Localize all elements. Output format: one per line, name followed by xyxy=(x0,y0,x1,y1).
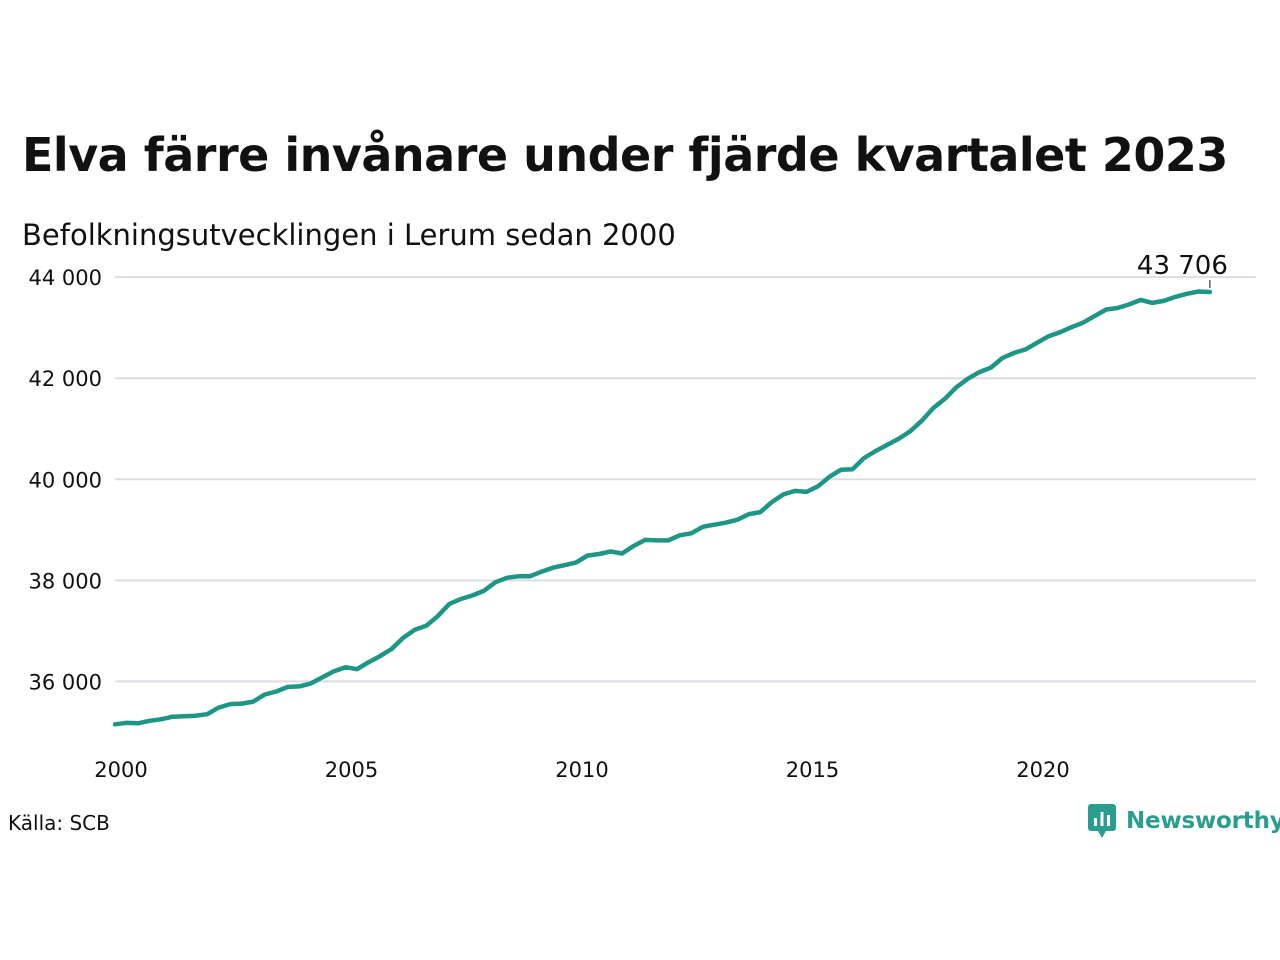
x-tick-label: 2000 xyxy=(94,758,147,782)
x-tick-label: 2010 xyxy=(555,758,608,782)
chart-subtitle: Befolkningsutvecklingen i Lerum sedan 20… xyxy=(22,218,676,252)
newsworthy-brand[interactable]: Newsworthy xyxy=(1088,804,1280,838)
y-tick-label: 40 000 xyxy=(29,468,102,492)
grid-lines xyxy=(115,276,1256,683)
brand-name: Newsworthy xyxy=(1126,808,1280,834)
y-tick-label: 44 000 xyxy=(29,266,102,290)
chart-title: Elva färre invånare under fjärde kvartal… xyxy=(22,128,1228,182)
series-line-population xyxy=(112,289,1213,727)
x-tick-label: 2005 xyxy=(325,758,378,782)
y-tick-label: 42 000 xyxy=(29,367,102,391)
end-value-label: 43 706 xyxy=(1137,251,1228,281)
source-note: Källa: SCB xyxy=(8,811,110,835)
x-tick-label: 2015 xyxy=(786,758,839,782)
y-axis-tick-labels: 36 000 38 000 40 000 42 000 44 000 xyxy=(29,266,102,694)
y-tick-label: 36 000 xyxy=(29,670,102,694)
y-tick-label: 38 000 xyxy=(29,569,102,593)
x-axis-tick-labels: 2000 2005 2010 2015 2020 xyxy=(94,758,1069,782)
newsworthy-logo-icon xyxy=(1088,804,1116,838)
x-tick-label: 2020 xyxy=(1016,758,1069,782)
